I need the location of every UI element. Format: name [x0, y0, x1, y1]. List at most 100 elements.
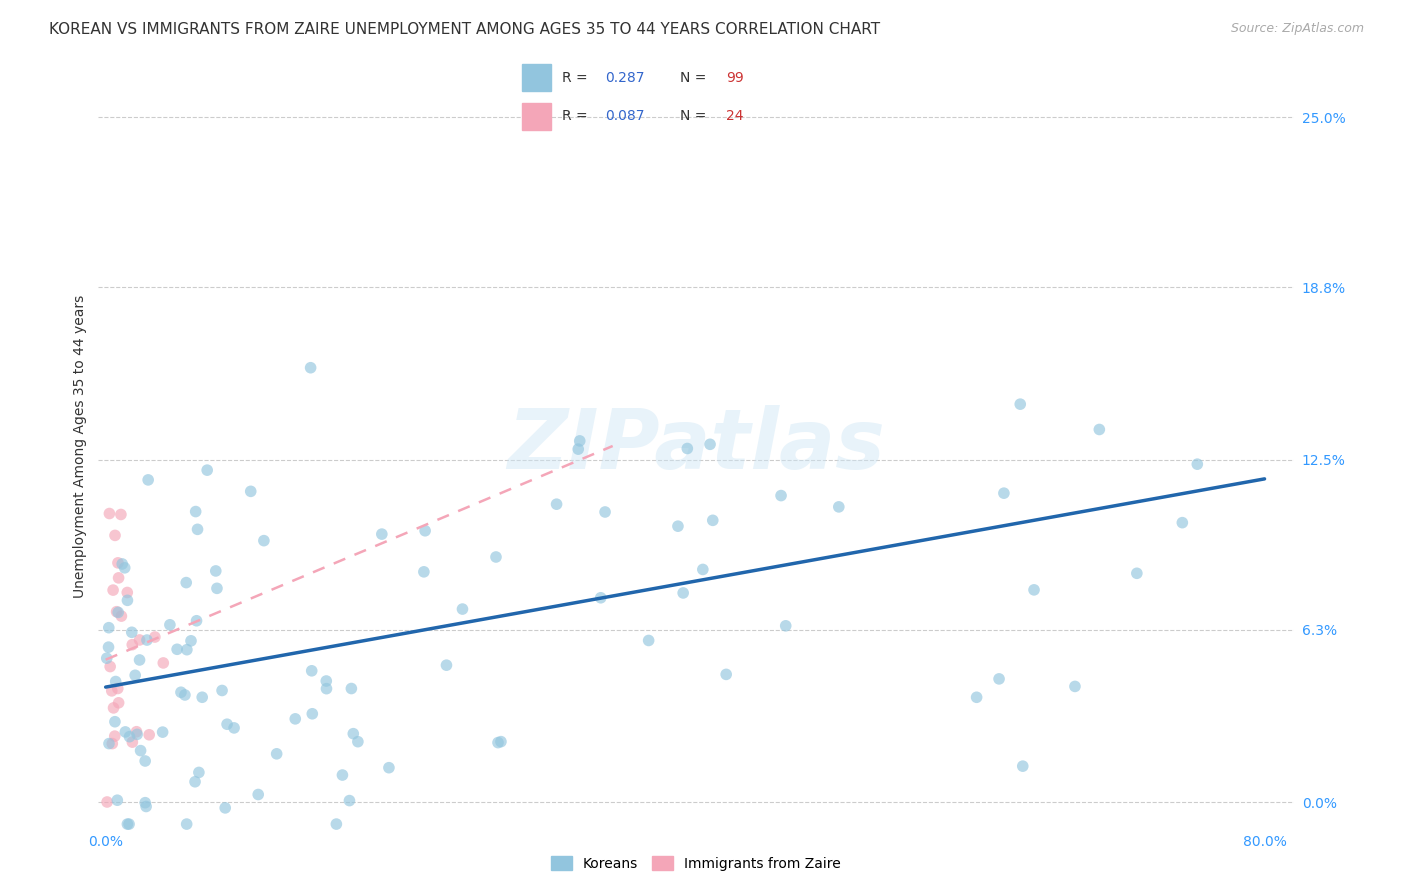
Point	[138, 728, 160, 742]
Point	[993, 486, 1015, 500]
Point	[205, 582, 228, 596]
Point	[342, 727, 364, 741]
Point	[828, 500, 851, 514]
Point	[378, 761, 401, 775]
Point	[97, 621, 120, 635]
Point	[101, 583, 124, 598]
Point	[412, 565, 434, 579]
Point	[325, 817, 347, 831]
Point	[546, 497, 568, 511]
Point	[98, 659, 121, 673]
Point	[118, 817, 141, 831]
Point	[117, 593, 139, 607]
Point	[567, 442, 589, 457]
Point	[1064, 680, 1087, 694]
Point	[593, 505, 616, 519]
Point	[104, 714, 127, 729]
Text: R =: R =	[562, 109, 592, 123]
Point	[187, 765, 209, 780]
Point	[714, 667, 737, 681]
Point	[676, 442, 699, 456]
Point	[1187, 457, 1209, 471]
Point	[637, 633, 659, 648]
Point	[152, 656, 174, 670]
Point	[966, 690, 988, 705]
Point	[215, 717, 238, 731]
Point	[253, 533, 276, 548]
Point	[96, 795, 118, 809]
Point	[125, 724, 148, 739]
Point	[117, 585, 139, 599]
Point	[107, 681, 129, 696]
Point	[371, 527, 394, 541]
Point	[315, 681, 337, 696]
Point	[110, 508, 132, 522]
Point	[176, 817, 198, 831]
Point	[299, 360, 322, 375]
Text: 99: 99	[727, 71, 744, 86]
Text: 0.087: 0.087	[606, 109, 645, 123]
Point	[184, 505, 207, 519]
Point	[489, 734, 512, 748]
Point	[1126, 566, 1149, 581]
Point	[1171, 516, 1194, 530]
Point	[100, 684, 122, 698]
Point	[211, 683, 233, 698]
Point	[485, 549, 508, 564]
Text: 24: 24	[727, 109, 744, 123]
Point	[770, 489, 793, 503]
Point	[107, 571, 129, 585]
Point	[107, 606, 129, 620]
Point	[702, 513, 724, 527]
Point	[214, 801, 236, 815]
Point	[301, 664, 323, 678]
Text: Source: ZipAtlas.com: Source: ZipAtlas.com	[1230, 22, 1364, 36]
Point	[129, 743, 152, 757]
Point	[176, 642, 198, 657]
Point	[1010, 397, 1032, 411]
Point	[195, 463, 218, 477]
Point	[128, 632, 150, 647]
Point	[107, 696, 129, 710]
Point	[204, 564, 226, 578]
Point	[128, 653, 150, 667]
Point	[136, 633, 159, 648]
Point	[413, 524, 436, 538]
Point	[174, 688, 197, 702]
Point	[114, 725, 136, 739]
Point	[121, 735, 143, 749]
Point	[101, 737, 124, 751]
Point	[186, 614, 208, 628]
Point	[170, 685, 193, 699]
Point	[134, 796, 156, 810]
Point	[97, 640, 120, 654]
Text: ZIPatlas: ZIPatlas	[508, 406, 884, 486]
Point	[222, 721, 245, 735]
Point	[98, 737, 121, 751]
Text: N =: N =	[681, 109, 711, 123]
Point	[135, 799, 157, 814]
Text: KOREAN VS IMMIGRANTS FROM ZAIRE UNEMPLOYMENT AMONG AGES 35 TO 44 YEARS CORRELATI: KOREAN VS IMMIGRANTS FROM ZAIRE UNEMPLOY…	[49, 22, 880, 37]
Point	[988, 672, 1011, 686]
Point	[114, 561, 136, 575]
Point	[143, 630, 166, 644]
Point	[340, 681, 363, 696]
Point	[180, 633, 202, 648]
Point	[159, 617, 181, 632]
Point	[1011, 759, 1033, 773]
Point	[127, 727, 149, 741]
Point	[152, 725, 174, 739]
Point	[107, 556, 129, 570]
Point	[301, 706, 323, 721]
Point	[105, 605, 128, 619]
Point	[692, 562, 714, 576]
Point	[451, 602, 474, 616]
Point	[315, 673, 337, 688]
Point	[111, 557, 134, 571]
Point	[699, 437, 721, 451]
Text: R =: R =	[562, 71, 592, 86]
Point	[486, 736, 509, 750]
Point	[436, 658, 458, 673]
Point	[104, 674, 127, 689]
Point	[332, 768, 354, 782]
